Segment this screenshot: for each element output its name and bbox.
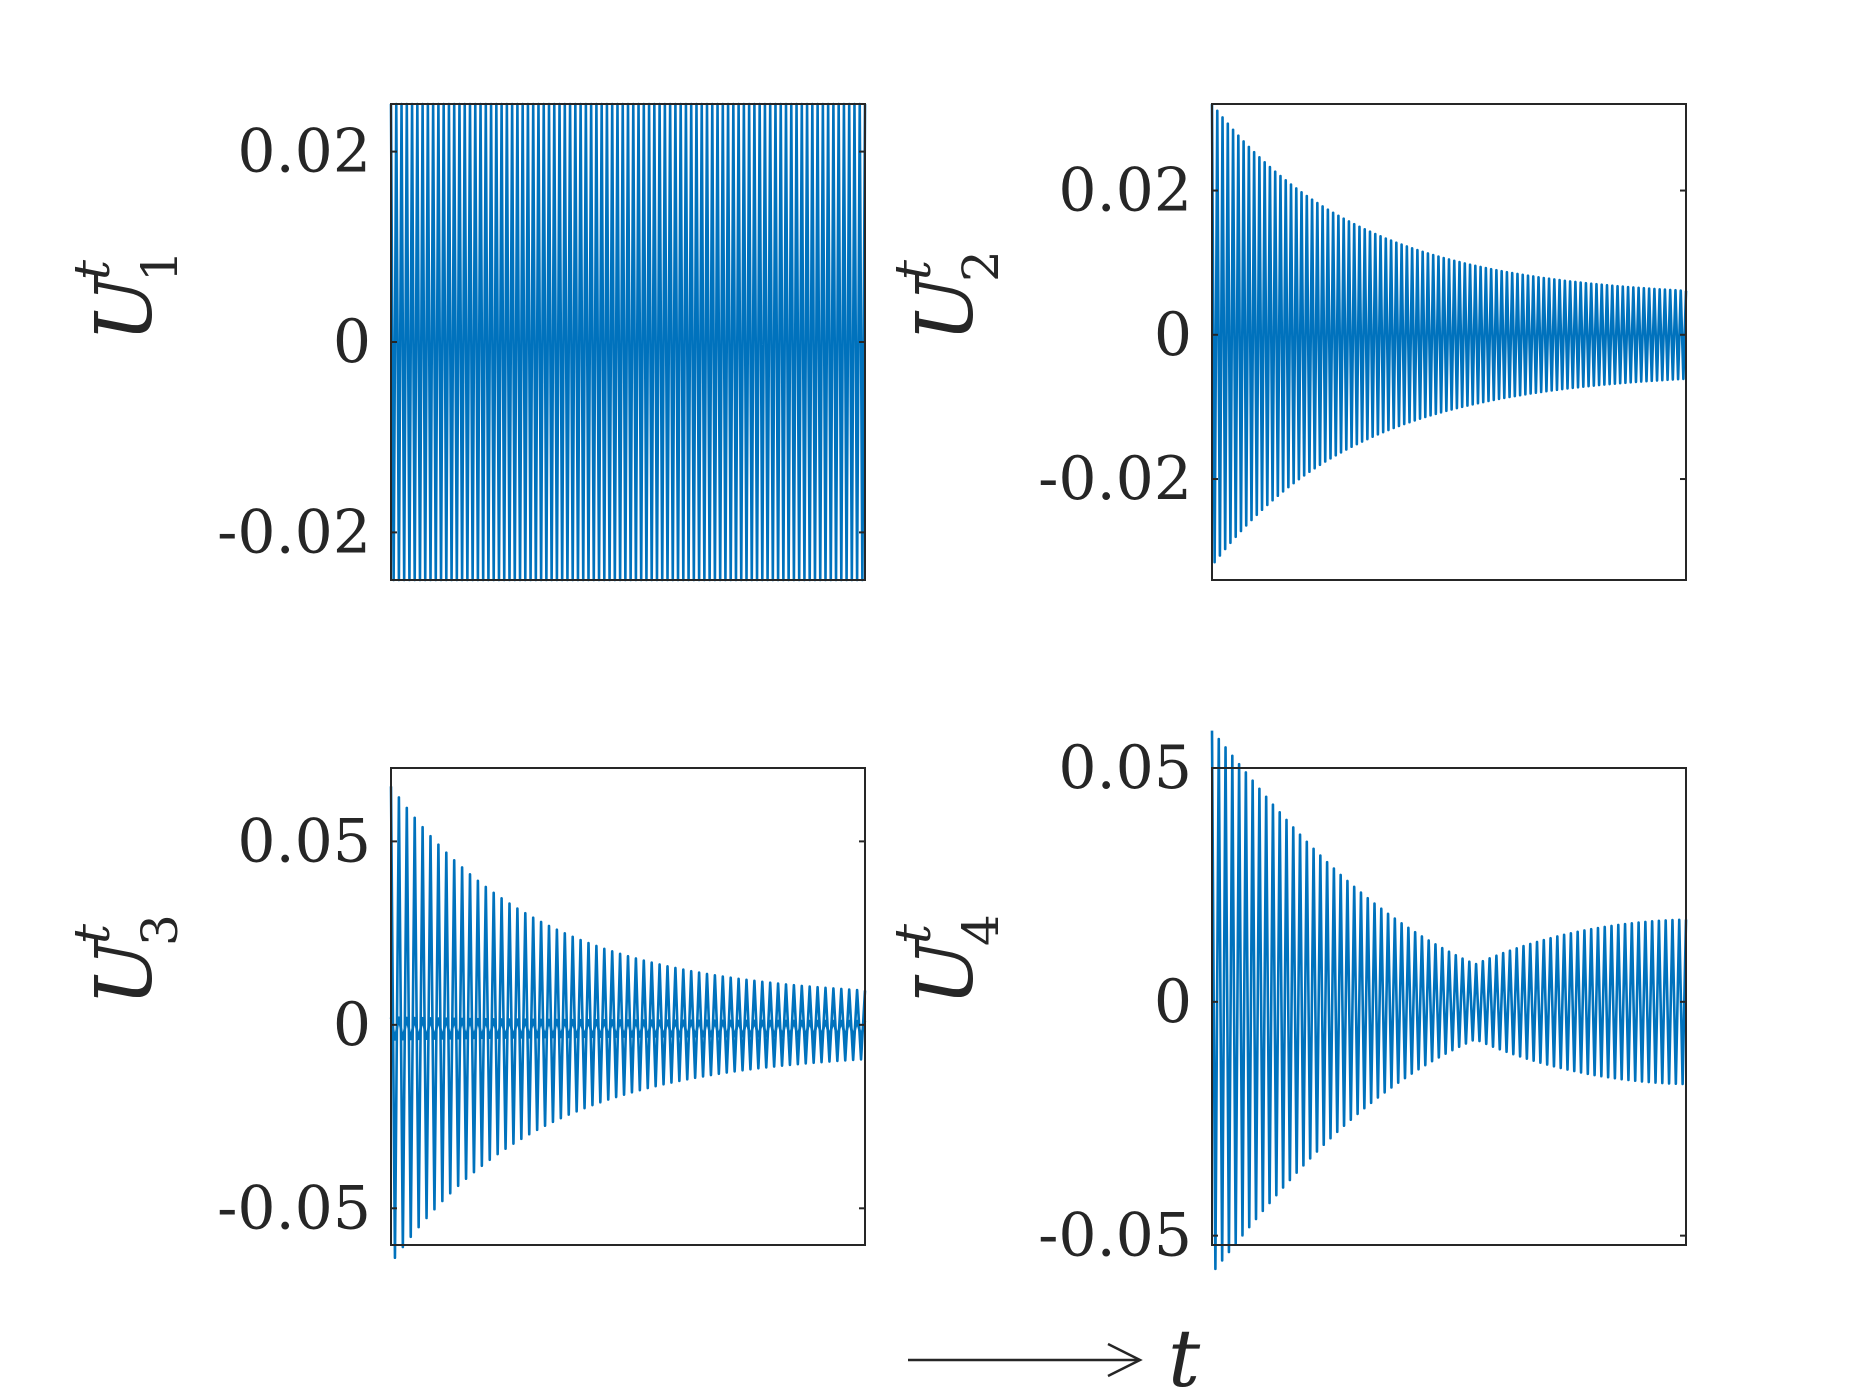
y-axis-label-subscript: 2 xyxy=(952,250,1010,282)
y-axis-label-base: U xyxy=(80,938,170,1006)
y-axis-label-subscript: 4 xyxy=(952,914,1010,946)
y-tick-label: 0 xyxy=(1154,300,1192,370)
y-tick-label: -0.05 xyxy=(217,1173,371,1243)
y-axis-label-subscript: 1 xyxy=(131,250,189,282)
y-tick-label: 0 xyxy=(333,990,371,1060)
y-tick-label: 0.05 xyxy=(1058,733,1192,803)
y-axis-label-superscript: t xyxy=(63,259,121,280)
y-tick-label: 0.02 xyxy=(237,117,371,187)
subplot-u2: -0.02 0 0.02 Ut 2 xyxy=(884,103,1688,581)
y-axis-label-base: U xyxy=(80,274,170,342)
axes-frame xyxy=(1211,767,1687,1246)
y-axis-label-base: U xyxy=(901,274,991,342)
time-label: t xyxy=(1168,1312,1201,1388)
series-line xyxy=(389,102,867,582)
y-axis-label-base: U xyxy=(901,938,991,1006)
y-axis-label-superscript: t xyxy=(884,259,942,280)
y-axis-label-subscript: 3 xyxy=(131,914,189,946)
series-line xyxy=(389,1016,867,1041)
y-axis-label: Ut 3 xyxy=(63,914,189,1006)
y-axis-label: Ut 1 xyxy=(63,250,189,342)
y-tick-label: 0.05 xyxy=(237,806,371,876)
axes-frame xyxy=(390,767,866,1246)
y-tick-label: -0.02 xyxy=(217,497,371,567)
series-line xyxy=(1210,103,1688,564)
subplot-u4: -0.05 0 0.05 Ut 4 xyxy=(884,730,1688,1271)
y-tick-label: 0 xyxy=(333,307,371,377)
subplot-u1: -0.02 0 0.02 Ut 1 xyxy=(63,102,867,582)
y-tick-label: 0.02 xyxy=(1058,156,1192,226)
y-axis-label: Ut 4 xyxy=(884,914,1010,1006)
y-tick-label: -0.02 xyxy=(1038,444,1192,514)
y-axis-label-superscript: t xyxy=(63,923,121,944)
series-line xyxy=(1210,730,1688,1271)
time-arrow-head xyxy=(1107,1342,1143,1378)
y-axis-label-superscript: t xyxy=(884,923,942,944)
y-tick-label: -0.05 xyxy=(1038,1201,1192,1271)
series-line xyxy=(389,786,867,1260)
y-axis-label: Ut 2 xyxy=(884,250,1010,342)
time-axis-indicator: t xyxy=(908,1312,1201,1388)
axes-frame xyxy=(1211,103,1687,581)
subplot-u3: -0.05 0 0.05 Ut 3 xyxy=(63,767,867,1260)
y-tick-label: 0 xyxy=(1154,967,1192,1037)
